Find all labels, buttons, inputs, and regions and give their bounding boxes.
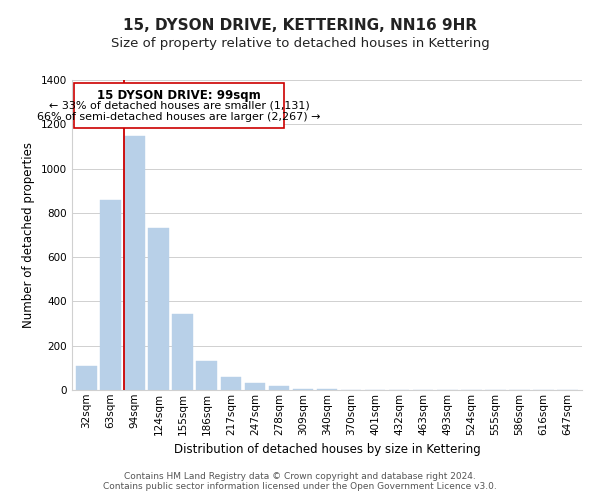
- Text: 66% of semi-detached houses are larger (2,267) →: 66% of semi-detached houses are larger (…: [37, 112, 321, 122]
- Bar: [172, 314, 193, 390]
- FancyBboxPatch shape: [74, 84, 284, 128]
- Y-axis label: Number of detached properties: Number of detached properties: [22, 142, 35, 328]
- Text: 15 DYSON DRIVE: 99sqm: 15 DYSON DRIVE: 99sqm: [97, 89, 261, 102]
- Bar: [124, 136, 145, 390]
- Bar: [148, 228, 169, 390]
- Text: Contains public sector information licensed under the Open Government Licence v3: Contains public sector information licen…: [103, 482, 497, 491]
- Bar: [221, 376, 241, 390]
- Text: ← 33% of detached houses are smaller (1,131): ← 33% of detached houses are smaller (1,…: [49, 100, 310, 110]
- Text: 15, DYSON DRIVE, KETTERING, NN16 9HR: 15, DYSON DRIVE, KETTERING, NN16 9HR: [123, 18, 477, 32]
- Bar: [293, 389, 313, 390]
- Bar: [269, 386, 289, 390]
- Bar: [245, 384, 265, 390]
- Bar: [100, 200, 121, 390]
- Bar: [76, 366, 97, 390]
- X-axis label: Distribution of detached houses by size in Kettering: Distribution of detached houses by size …: [173, 443, 481, 456]
- Text: Size of property relative to detached houses in Kettering: Size of property relative to detached ho…: [110, 38, 490, 51]
- Bar: [196, 361, 217, 390]
- Text: Contains HM Land Registry data © Crown copyright and database right 2024.: Contains HM Land Registry data © Crown c…: [124, 472, 476, 481]
